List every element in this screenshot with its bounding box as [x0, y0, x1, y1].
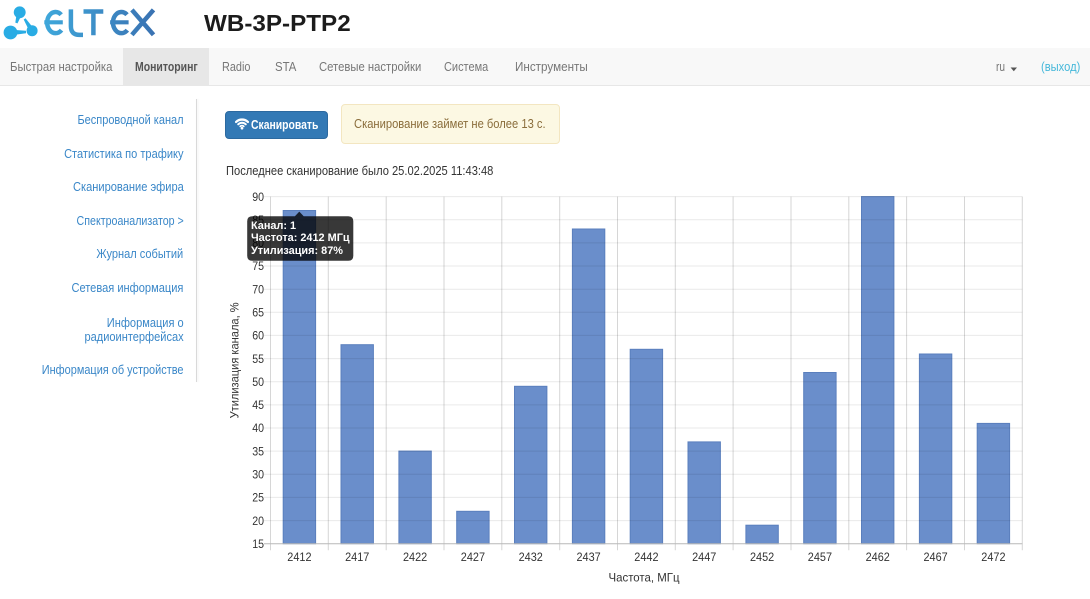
svg-text:90: 90	[252, 190, 264, 204]
svg-text:2472: 2472	[981, 550, 1005, 564]
svg-text:2422: 2422	[403, 550, 427, 564]
svg-text:2447: 2447	[692, 550, 716, 564]
svg-text:50: 50	[252, 375, 264, 389]
svg-text:Утилизация канала, %: Утилизация канала, %	[227, 302, 241, 418]
svg-text:55: 55	[252, 352, 264, 366]
svg-text:2462: 2462	[866, 550, 890, 564]
svg-text:25: 25	[252, 491, 264, 505]
svg-text:2457: 2457	[808, 550, 832, 564]
svg-text:15: 15	[252, 537, 264, 551]
svg-text:20: 20	[252, 514, 264, 528]
svg-text:2417: 2417	[345, 550, 369, 564]
svg-text:2442: 2442	[634, 550, 658, 564]
svg-text:2452: 2452	[750, 550, 774, 564]
svg-text:70: 70	[252, 282, 264, 296]
svg-text:2412: 2412	[287, 550, 311, 564]
svg-text:2432: 2432	[519, 550, 543, 564]
svg-text:65: 65	[252, 306, 264, 320]
svg-text:75: 75	[252, 259, 264, 273]
svg-text:2427: 2427	[461, 550, 485, 564]
svg-text:2467: 2467	[924, 550, 948, 564]
svg-text:2437: 2437	[577, 550, 601, 564]
svg-text:Частота, МГц: Частота, МГц	[609, 570, 680, 584]
svg-text:40: 40	[252, 421, 264, 435]
svg-text:35: 35	[252, 444, 264, 458]
svg-text:45: 45	[252, 398, 264, 412]
svg-text:30: 30	[252, 468, 264, 482]
svg-text:60: 60	[252, 329, 264, 343]
